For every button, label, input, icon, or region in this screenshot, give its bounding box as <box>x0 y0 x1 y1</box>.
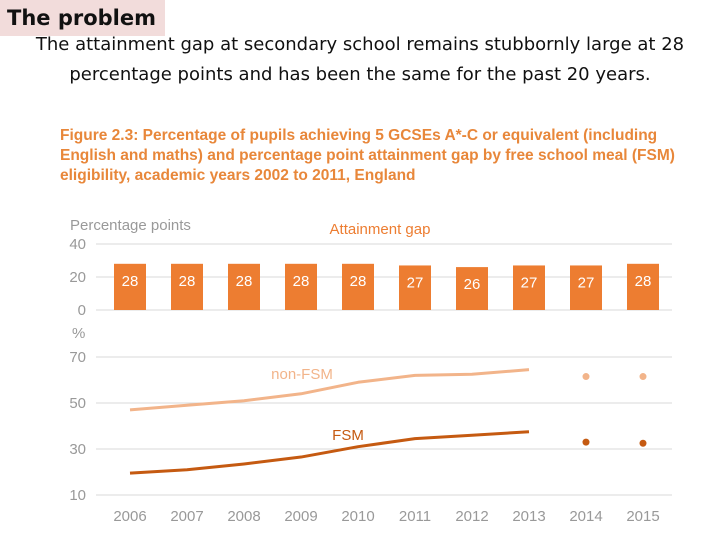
bar-y-tick-label: 40 <box>69 236 86 253</box>
gap-bar <box>570 265 602 310</box>
fsm-line <box>129 430 530 475</box>
gap-bar-value-label: 27 <box>578 274 595 291</box>
gap-bar <box>342 263 374 310</box>
gap-bar <box>114 263 146 310</box>
gap-bar <box>171 263 203 310</box>
bar-panel-title: Attainment gap <box>330 221 431 238</box>
gap-bar-value-label: 28 <box>350 273 367 290</box>
gap-bar <box>627 263 659 310</box>
non-fsm-line <box>129 368 530 412</box>
x-tick-label: 2012 <box>455 508 488 525</box>
gap-bar <box>513 265 545 310</box>
line-y-tick-label: 50 <box>69 395 86 412</box>
x-tick-label: 2008 <box>227 508 260 525</box>
gap-bar-value-label: 28 <box>293 273 310 290</box>
slide-tag: The problem <box>0 0 165 36</box>
bar-y-tick-label: 0 <box>78 302 86 319</box>
fsm-point <box>582 438 590 446</box>
x-tick-label: 2007 <box>170 508 203 525</box>
gap-bar <box>456 267 488 310</box>
bar-y-axis-label: Percentage points <box>70 217 191 234</box>
line-y-tick-label: 70 <box>69 349 86 366</box>
x-tick-label: 2006 <box>113 508 146 525</box>
gap-bar-value-label: 27 <box>521 274 538 291</box>
line-y-tick-label: 30 <box>69 441 86 458</box>
slide-tag-text: The problem <box>7 6 156 30</box>
x-tick-label: 2010 <box>341 508 374 525</box>
non-fsm-series-label: non-FSM <box>271 366 333 383</box>
fsm-point <box>639 439 647 447</box>
gap-bar <box>399 265 431 310</box>
gap-bar-value-label: 28 <box>179 273 196 290</box>
line-y-tick-label: 10 <box>69 487 86 504</box>
x-tick-label: 2014 <box>569 508 602 525</box>
intro-text: The attainment gap at secondary school r… <box>35 34 685 85</box>
gap-bar-value-label: 28 <box>122 273 139 290</box>
figure-title: Figure 2.3: Percentage of pupils achievi… <box>60 127 675 184</box>
line-y-axis-label: % <box>72 325 85 342</box>
x-tick-label: 2015 <box>626 508 659 525</box>
non-fsm-point <box>582 373 590 381</box>
gap-bar-value-label: 27 <box>407 274 424 291</box>
gap-bar <box>285 263 317 310</box>
x-tick-label: 2011 <box>399 508 431 525</box>
x-tick-label: 2013 <box>512 508 545 525</box>
gap-bar-value-label: 26 <box>464 276 481 293</box>
bar-y-tick-label: 20 <box>69 269 86 286</box>
x-tick-label: 2009 <box>284 508 317 525</box>
non-fsm-point <box>639 373 647 381</box>
gap-bar-value-label: 28 <box>635 273 652 290</box>
fsm-series-label: FSM <box>332 427 364 444</box>
gap-bar <box>228 263 260 310</box>
gap-bar-value-label: 28 <box>236 273 253 290</box>
